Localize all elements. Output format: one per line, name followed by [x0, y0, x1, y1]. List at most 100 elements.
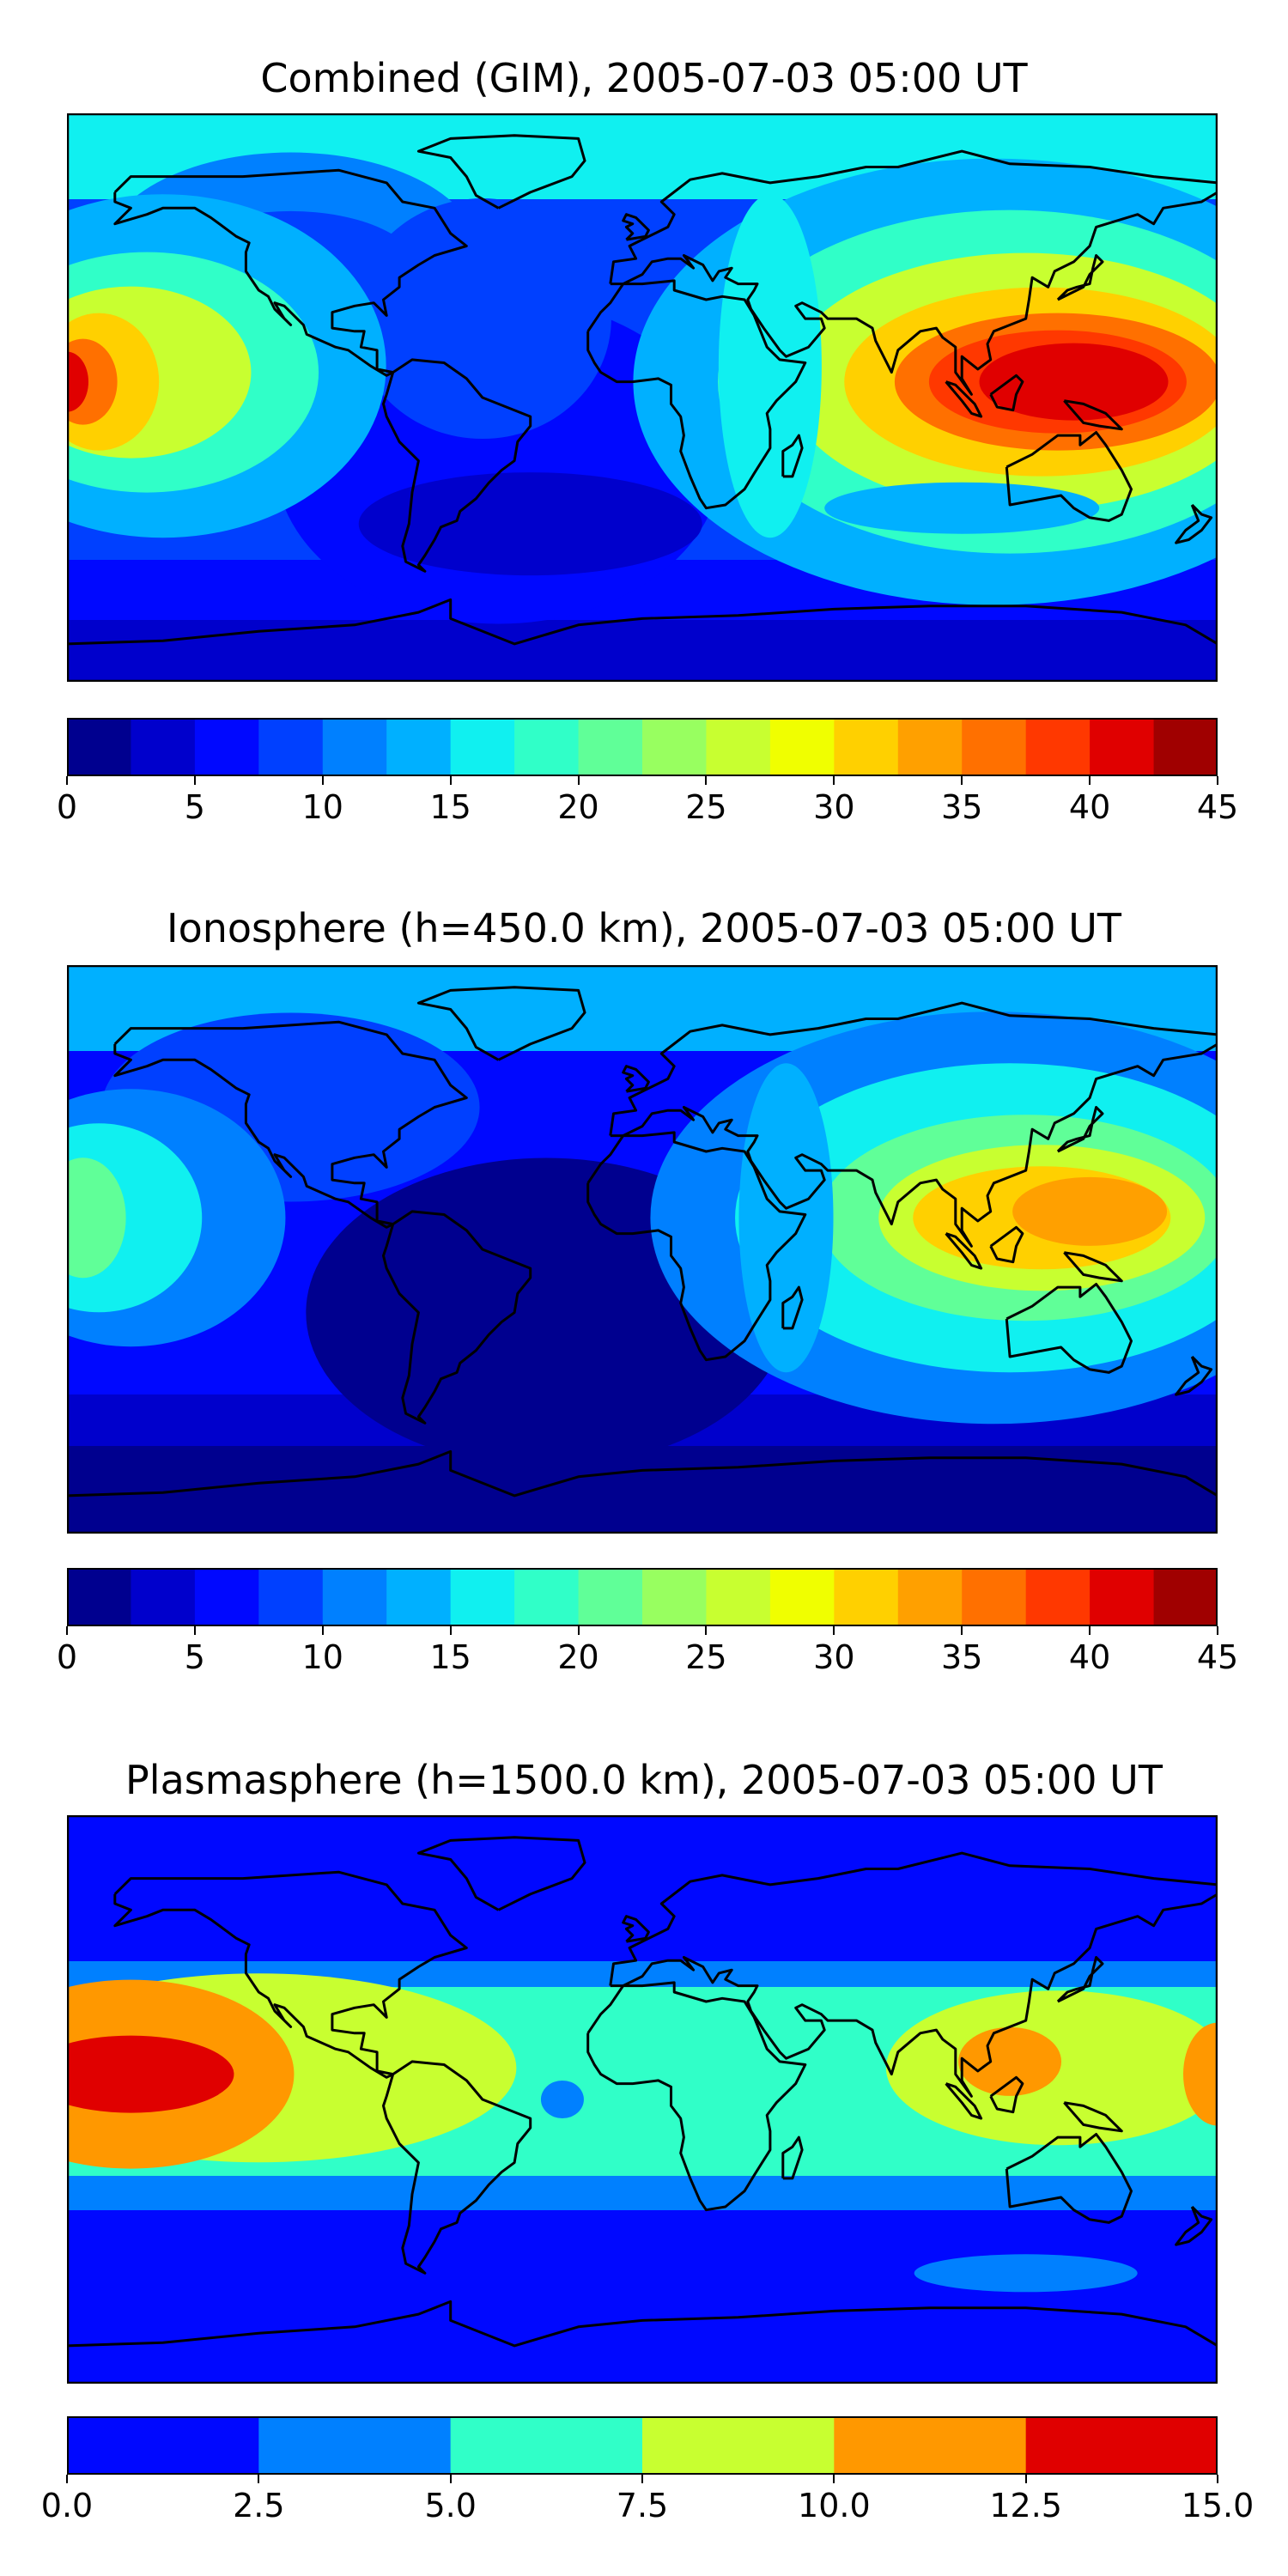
panel-3-title: Plasmasphere (h=1500.0 km), 2005-07-03 0… [125, 1757, 1163, 1803]
coastline-new-guinea [1063, 1251, 1123, 1283]
colorbar-segment [1025, 718, 1091, 776]
colorbar-tick [833, 1626, 835, 1635]
coastline-greenland [416, 1836, 586, 1911]
contour-band [914, 2254, 1138, 2293]
coastline-eurasia [609, 1001, 1218, 1248]
colorbar-tick-label: 35 [941, 788, 983, 826]
colorbar-segment [897, 1568, 963, 1626]
contour-band [979, 343, 1169, 421]
coastline-new-zealand [1175, 503, 1213, 544]
colorbar-segment [67, 718, 132, 776]
coastline-japan [1056, 254, 1104, 301]
colorbar-tick-label: 25 [685, 1638, 727, 1676]
colorbar-tick-label: 10 [301, 788, 343, 826]
colorbar-tick [66, 1626, 68, 1635]
contour-band [738, 1063, 834, 1373]
colorbar-tick [1024, 2475, 1027, 2483]
colorbar-segment [258, 2416, 452, 2475]
panel-2-map [67, 965, 1218, 1534]
coastline-antarctica [67, 1449, 1218, 1498]
colorbar-tick [193, 776, 196, 785]
colorbar-tick-label: 5.0 [424, 2487, 477, 2524]
colorbar-tick [1217, 2475, 1218, 2483]
contour-band [1183, 2022, 1218, 2126]
map-border [67, 113, 1218, 682]
coastline-sumatra [945, 380, 983, 418]
coastline-borneo [989, 374, 1024, 412]
colorbar-tick [449, 776, 452, 785]
colorbar-tick [449, 2475, 452, 2483]
colorbar-segment [450, 1568, 515, 1626]
colorbar-tick-label: 10.0 [798, 2487, 871, 2524]
coastline-madagascar [781, 434, 804, 478]
colorbar-tick-label: 5 [184, 1638, 205, 1676]
coastline-australia [1005, 431, 1133, 522]
colorbar-tick-label: 25 [685, 788, 727, 826]
map-border [67, 1815, 1218, 2384]
colorbar-tick-label: 15 [429, 1638, 471, 1676]
colorbar-tick-label: 5 [184, 788, 205, 826]
colorbar-tick [1217, 1626, 1218, 1635]
panel-1-title: Combined (GIM), 2005-07-03 05:00 UT [260, 55, 1028, 101]
coastline-north-america [113, 168, 468, 377]
colorbar-segment [578, 718, 643, 776]
colorbar-segment [1153, 1568, 1218, 1626]
colorbar-tick-label: 15 [429, 788, 471, 826]
colorbar-segment [642, 1568, 708, 1626]
coastline-japan [1056, 1956, 1104, 2003]
colorbar-segment [450, 718, 515, 776]
coastline-north-america [113, 1020, 468, 1229]
colorbar-tick [321, 1626, 324, 1635]
coastline-antarctica [67, 598, 1218, 646]
colorbar-tick-label: 30 [813, 1638, 855, 1676]
colorbar-segment [1153, 718, 1218, 776]
panel-2-colorbar [67, 1568, 1218, 1626]
coastline-australia [1005, 2133, 1133, 2224]
colorbar-tick-label: 45 [1196, 1638, 1239, 1676]
coastline-british-isles [622, 213, 650, 241]
contour-band [540, 2081, 584, 2118]
panel-3-colorbar-ticks: 0.0 2.5 5.0 7.5 10.0 12.5 15.0 [41, 2475, 1254, 2526]
colorbar-segment [834, 2416, 1027, 2475]
coastline-british-isles [622, 1065, 650, 1093]
contour-field [67, 113, 1218, 682]
colorbar-segment [962, 1568, 1027, 1626]
contour-field [67, 965, 1218, 1534]
coastline-eurasia [609, 149, 1218, 396]
colorbar-tick-label: 15.0 [1181, 2487, 1255, 2524]
colorbar-border [67, 1568, 1218, 1626]
panel-1-colorbar-ticks: 0 5 10 15 20 25 30 35 40 45 [57, 776, 1238, 828]
colorbar-segment [450, 2416, 643, 2475]
colorbar-segment [1090, 718, 1155, 776]
coastline-south-america [382, 2060, 532, 2275]
colorbar-tick-label: 45 [1196, 788, 1239, 826]
contour-band [67, 351, 88, 412]
coastline-japan [1056, 1106, 1104, 1153]
colorbar-segment [1090, 1568, 1155, 1626]
coastline-new-guinea [1063, 399, 1123, 431]
colorbar-segment [514, 1568, 580, 1626]
contour-band [67, 620, 1218, 682]
colorbar-tick-label: 0 [56, 1638, 78, 1676]
colorbar-segment [642, 2416, 835, 2475]
panel-2-title: Ionosphere (h=450.0 km), 2005-07-03 05:0… [167, 905, 1121, 951]
colorbar-tick [705, 776, 708, 785]
colorbar-tick [449, 1626, 452, 1635]
colorbar-tick-label: 7.5 [616, 2487, 669, 2524]
colorbar-tick-label: 35 [941, 1638, 983, 1676]
colorbar-segment [131, 1568, 196, 1626]
colorbar-segment [769, 718, 835, 776]
panel-1-colorbar [67, 718, 1218, 776]
coastline-greenland [416, 986, 586, 1061]
coastline-borneo [989, 2075, 1024, 2114]
colorbar-tick-label: 30 [813, 788, 855, 826]
coastline-greenland [416, 134, 586, 210]
colorbar-tick [258, 2475, 260, 2483]
colorbar-segment [386, 1568, 452, 1626]
colorbar-tick-label: 2.5 [233, 2487, 285, 2524]
coastline-africa [586, 1131, 807, 1362]
colorbar-segment [578, 1568, 643, 1626]
colorbar-segment [322, 1568, 387, 1626]
coastline-madagascar [781, 1285, 804, 1330]
colorbar-tick-label: 20 [557, 788, 599, 826]
